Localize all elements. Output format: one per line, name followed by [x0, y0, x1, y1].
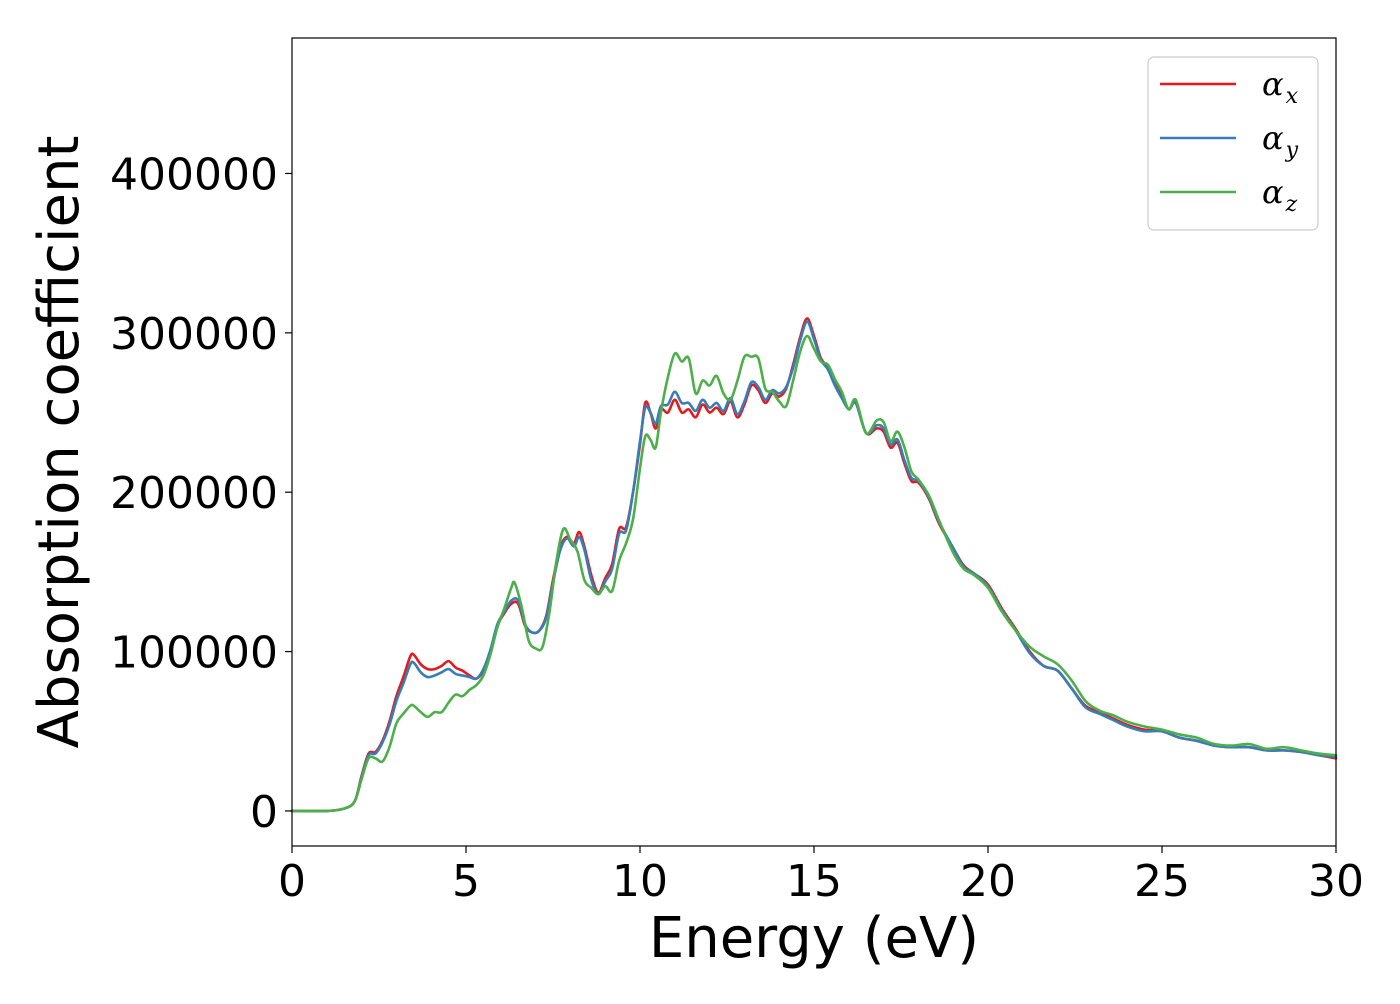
legend-symbol: α	[1262, 173, 1284, 211]
legend-symbol: α	[1262, 119, 1284, 157]
y-tick-label: 400000	[110, 149, 278, 200]
legend-subscript: y	[1285, 138, 1299, 163]
x-axis-title: Energy (eV)	[649, 906, 979, 971]
y-tick-label: 300000	[110, 309, 278, 360]
legend-box	[1147, 56, 1319, 231]
series-line-y	[290, 320, 1338, 813]
y-tick-label: 200000	[110, 468, 278, 519]
legend-label-y: αy	[1262, 119, 1299, 163]
x-tick-label: 5	[452, 856, 480, 907]
legend-subscript: x	[1286, 84, 1299, 109]
y-axis-title: Absorption coefficient	[27, 136, 92, 749]
y-ticks: 0 100000 200000 300000 400000	[110, 149, 292, 838]
x-tick-label: 0	[278, 856, 306, 907]
legend-subscript: z	[1285, 192, 1298, 217]
legend-symbol: α	[1262, 65, 1284, 103]
x-tick-label: 25	[1134, 856, 1190, 907]
legend-label-x: αx	[1262, 65, 1299, 109]
y-tick-label: 0	[250, 787, 278, 838]
x-tick-label: 20	[960, 856, 1016, 907]
series-layer	[290, 317, 1338, 813]
series-line-z	[290, 334, 1338, 813]
y-tick-label: 100000	[110, 628, 278, 679]
legend-label-z: αz	[1262, 173, 1298, 217]
x-tick-label: 30	[1308, 856, 1364, 907]
x-tick-label: 10	[612, 856, 668, 907]
x-tick-label: 15	[786, 856, 842, 907]
x-ticks: 0 5 10 15 20 25 30	[278, 846, 1364, 907]
